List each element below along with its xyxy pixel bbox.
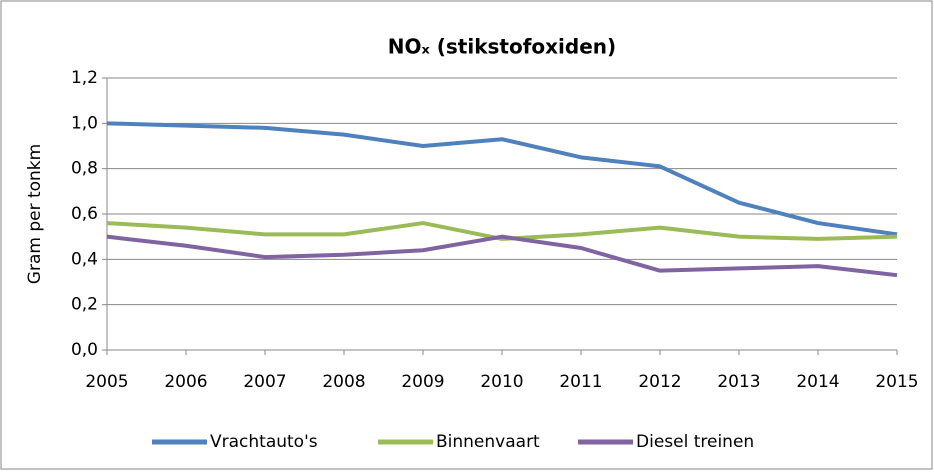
legend-label: Diesel treinen — [636, 432, 754, 452]
y-tick-label: 0,4 — [71, 249, 98, 269]
x-tick-label: 2012 — [638, 372, 681, 392]
x-tick-label: 2007 — [243, 372, 286, 392]
x-tick-label: 2013 — [717, 372, 760, 392]
x-tick-label: 2011 — [559, 372, 602, 392]
x-tick-label: 2008 — [322, 372, 365, 392]
x-tick-label: 2014 — [796, 372, 839, 392]
chart-title: NOₓ (stikstofoxiden) — [388, 35, 616, 59]
series-line — [106, 234, 898, 278]
legend-label: Binnenvaart — [436, 432, 540, 452]
y-tick-label: 0,8 — [71, 159, 98, 179]
x-tick-label: 2005 — [85, 372, 128, 392]
x-tick-label: 2009 — [401, 372, 444, 392]
y-tick-label: 0,0 — [71, 340, 98, 360]
series-line — [106, 221, 898, 241]
x-tick-label: 2006 — [164, 372, 207, 392]
y-tick-label: 1,2 — [71, 68, 98, 88]
x-tick-label: 2015 — [875, 372, 918, 392]
series-line — [106, 121, 898, 237]
legend-label: Vrachtauto's — [210, 432, 318, 452]
y-axis-label: Gram per tonkm — [25, 144, 45, 284]
y-tick-label: 0,6 — [71, 204, 98, 224]
y-tick-label: 0,2 — [71, 295, 98, 315]
y-tick-label: 1,0 — [71, 113, 98, 133]
x-tick-label: 2010 — [480, 372, 523, 392]
